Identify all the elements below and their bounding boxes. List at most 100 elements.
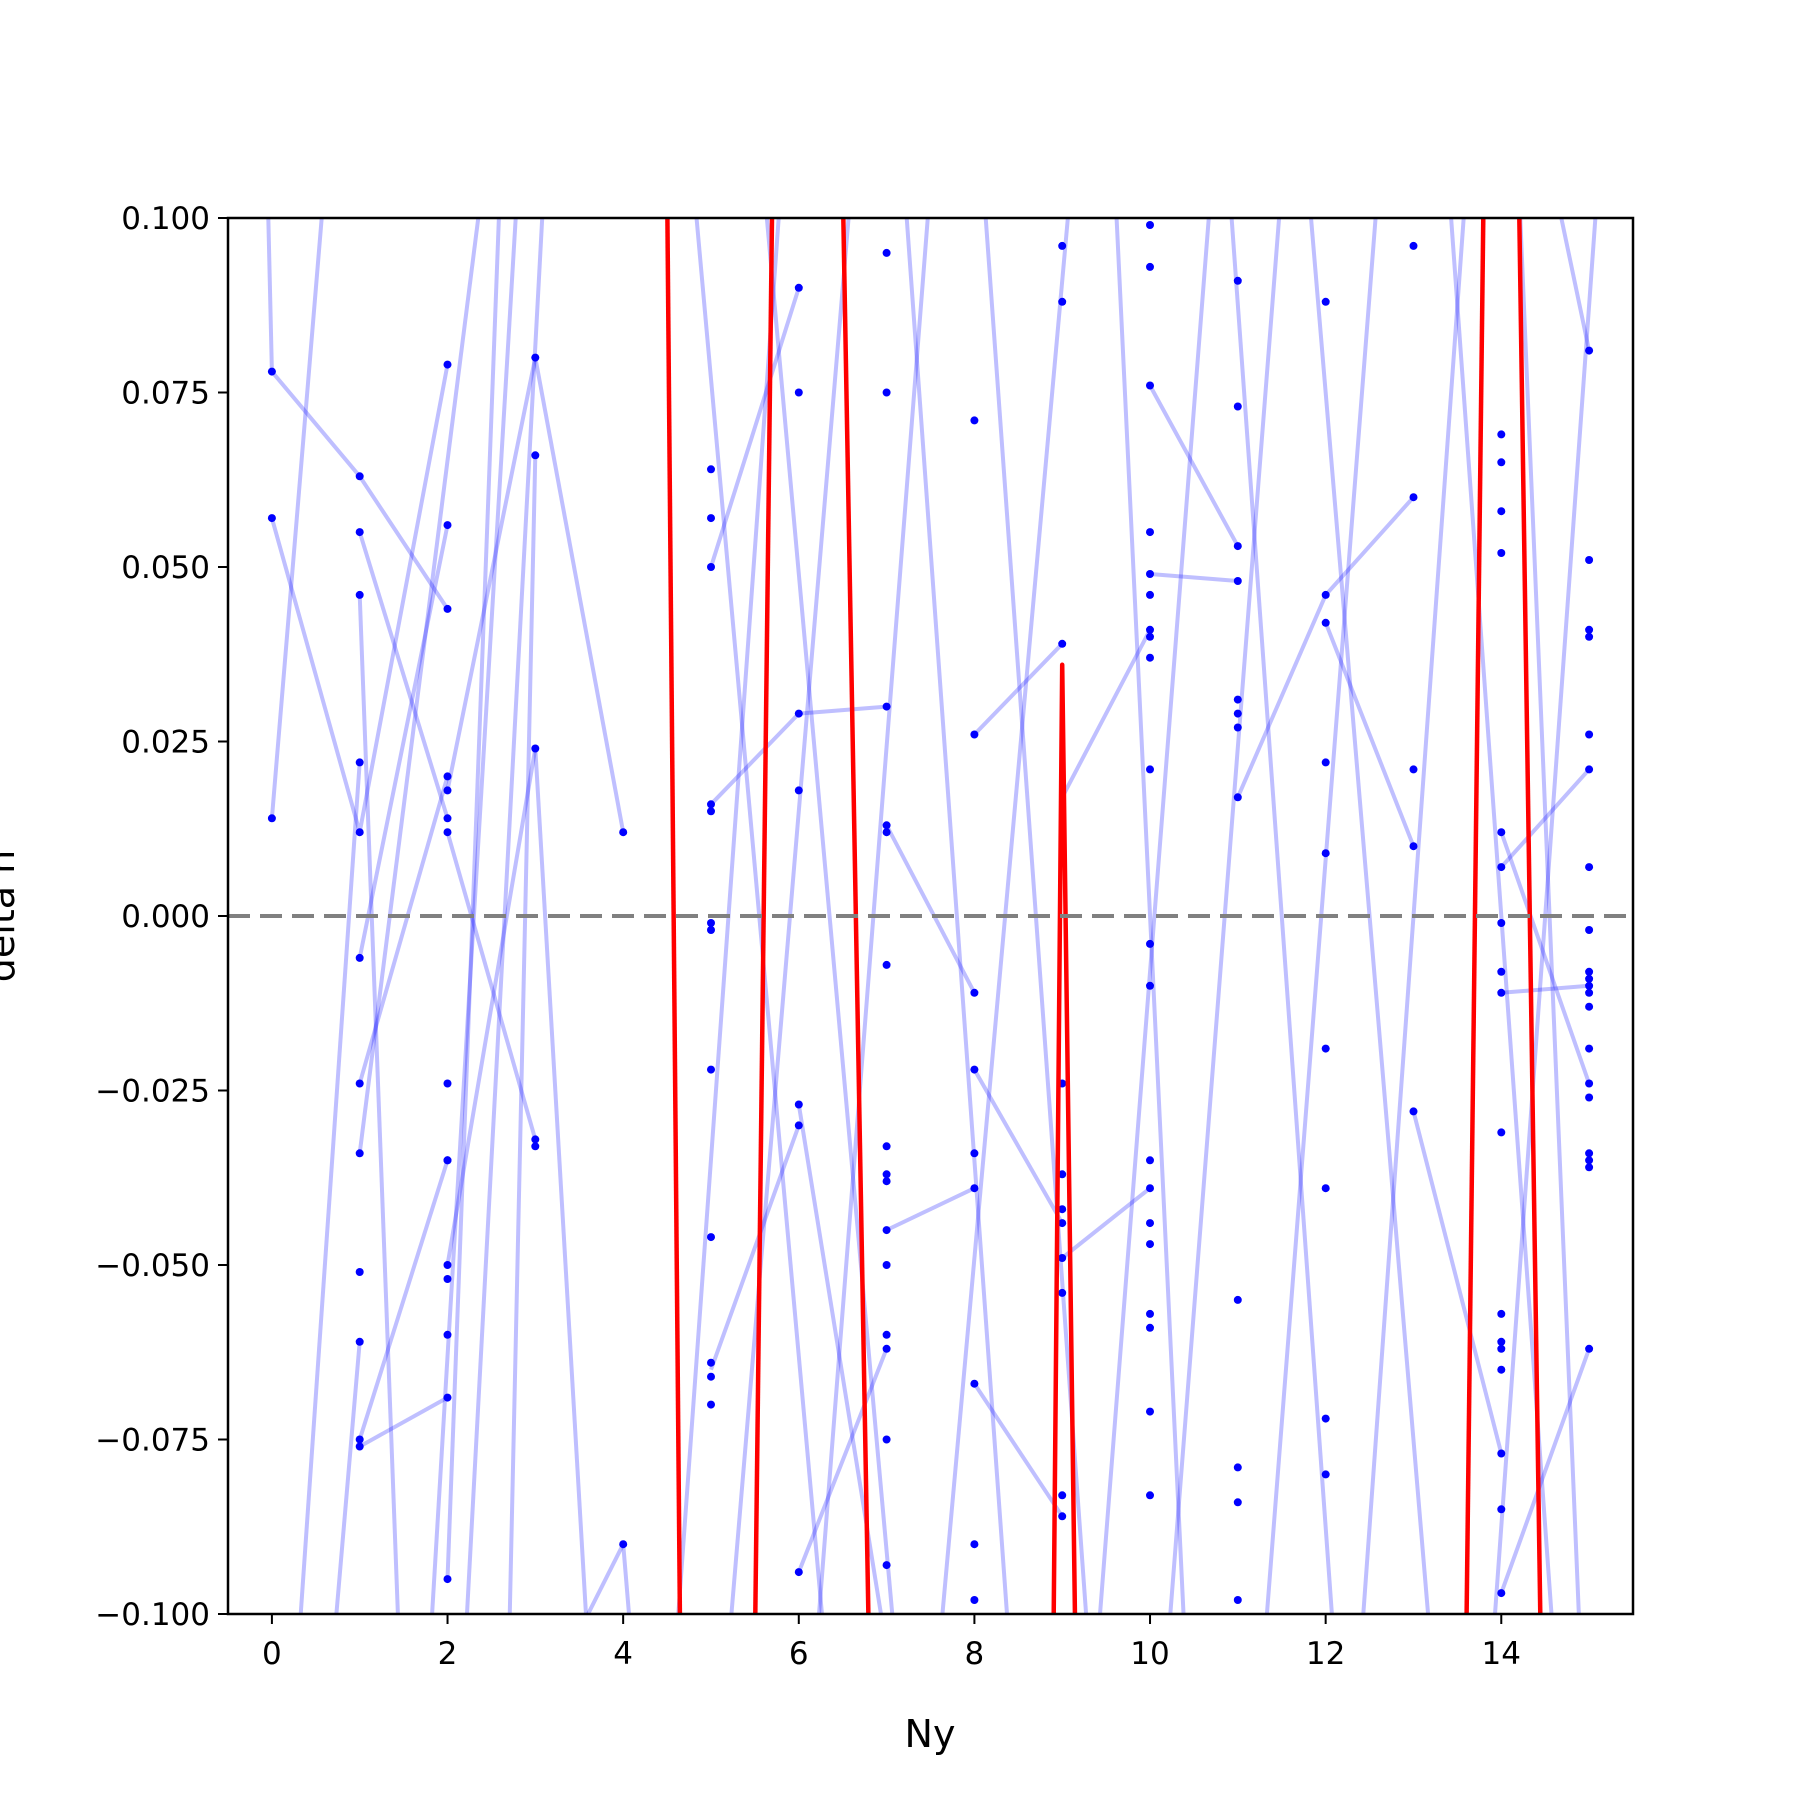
data-point [1585, 926, 1594, 934]
series-line [972, 1068, 1064, 1225]
y-tick-label: 0.025 [121, 725, 210, 761]
data-point [707, 465, 715, 474]
data-point [882, 1330, 891, 1339]
data-point [1497, 967, 1506, 976]
data-point [707, 1400, 715, 1409]
series-line [445, 218, 501, 1580]
series-line [885, 1186, 976, 1232]
data-point [1585, 1163, 1594, 1172]
y-tick-label: −0.050 [95, 1248, 210, 1284]
data-point [1146, 1219, 1154, 1228]
data-point [443, 521, 452, 530]
data-point [1497, 1449, 1506, 1458]
highlight-line [665, 218, 683, 1614]
data-point [1233, 709, 1242, 718]
y-tick-label: −0.025 [95, 1074, 210, 1110]
series-line [1098, 218, 1211, 1614]
series-line [1060, 628, 1152, 799]
data-point [531, 744, 540, 753]
data-point [1585, 556, 1594, 564]
data-point [1321, 297, 1330, 306]
data-point [882, 1226, 891, 1235]
data-point [443, 786, 452, 795]
data-point [1146, 1407, 1154, 1416]
data-point [1409, 493, 1418, 502]
x-tick-label: 10 [1130, 1636, 1169, 1672]
data-point [1233, 1596, 1242, 1604]
data-point [1233, 723, 1242, 732]
series-line [357, 1159, 450, 1441]
data-point [267, 514, 276, 523]
series-line [709, 712, 801, 806]
x-tick-label: 2 [438, 1636, 458, 1672]
data-point [1233, 276, 1242, 285]
x-axis-label: Ny [905, 1712, 956, 1756]
series-line [1411, 1110, 1504, 1454]
data-point [355, 1149, 364, 1158]
data-point [443, 828, 452, 837]
series-line [357, 594, 400, 1614]
data-point [1321, 618, 1330, 627]
data-point [355, 1435, 364, 1444]
data-point [970, 1596, 979, 1604]
series-line [1499, 831, 1591, 1085]
data-point [794, 786, 803, 795]
data-point [355, 1268, 364, 1276]
data-point [1146, 939, 1154, 948]
data-point [1146, 1491, 1154, 1500]
data-point [443, 814, 452, 823]
data-point [882, 1435, 891, 1444]
series-line [796, 1348, 889, 1573]
y-tick-label: 0.075 [121, 376, 210, 412]
data-point [1321, 1044, 1330, 1053]
data-point [1585, 730, 1594, 739]
series-line [358, 1395, 449, 1449]
data-point [1585, 1093, 1594, 1102]
data-point [882, 702, 891, 711]
data-point [794, 1100, 803, 1109]
data-point [1409, 241, 1418, 250]
data-point [794, 388, 803, 397]
data-point [707, 926, 715, 934]
data-points-group [267, 221, 1594, 1604]
series-line [796, 1104, 883, 1614]
data-point [1146, 1323, 1154, 1332]
x-axis: 0 2 4 6 8 10 12 14 [262, 1614, 1521, 1672]
data-point [1146, 1240, 1154, 1249]
series-line [533, 357, 626, 833]
data-point [443, 1261, 452, 1269]
data-point [267, 367, 276, 376]
data-point [1233, 793, 1242, 802]
data-point [1146, 632, 1154, 641]
series-line [1499, 1348, 1591, 1594]
data-point [1585, 1344, 1594, 1353]
data-point [1321, 1414, 1330, 1423]
data-point [1058, 639, 1067, 648]
data-point [1585, 1079, 1594, 1088]
data-point [355, 1079, 364, 1088]
data-point [882, 1170, 891, 1179]
series-line [1114, 218, 1186, 1614]
data-point [970, 416, 979, 425]
data-point [1497, 458, 1506, 467]
data-point [1497, 1344, 1506, 1353]
data-point [355, 1442, 364, 1451]
data-point [707, 514, 715, 523]
data-point [970, 1540, 979, 1549]
data-point [1233, 695, 1242, 704]
data-point [1497, 919, 1506, 927]
data-point [1058, 1512, 1067, 1521]
data-point [1409, 1107, 1418, 1116]
data-point [1146, 528, 1154, 537]
data-point [794, 1568, 803, 1577]
data-point [1497, 1589, 1506, 1598]
data-point [1233, 1295, 1242, 1304]
data-point [1146, 221, 1154, 229]
data-point [707, 563, 715, 571]
series-line [357, 524, 450, 959]
series-line [1060, 1186, 1152, 1260]
data-point [1146, 981, 1154, 990]
data-point [1497, 549, 1506, 557]
data-point [1146, 570, 1154, 578]
data-point [1585, 981, 1594, 990]
